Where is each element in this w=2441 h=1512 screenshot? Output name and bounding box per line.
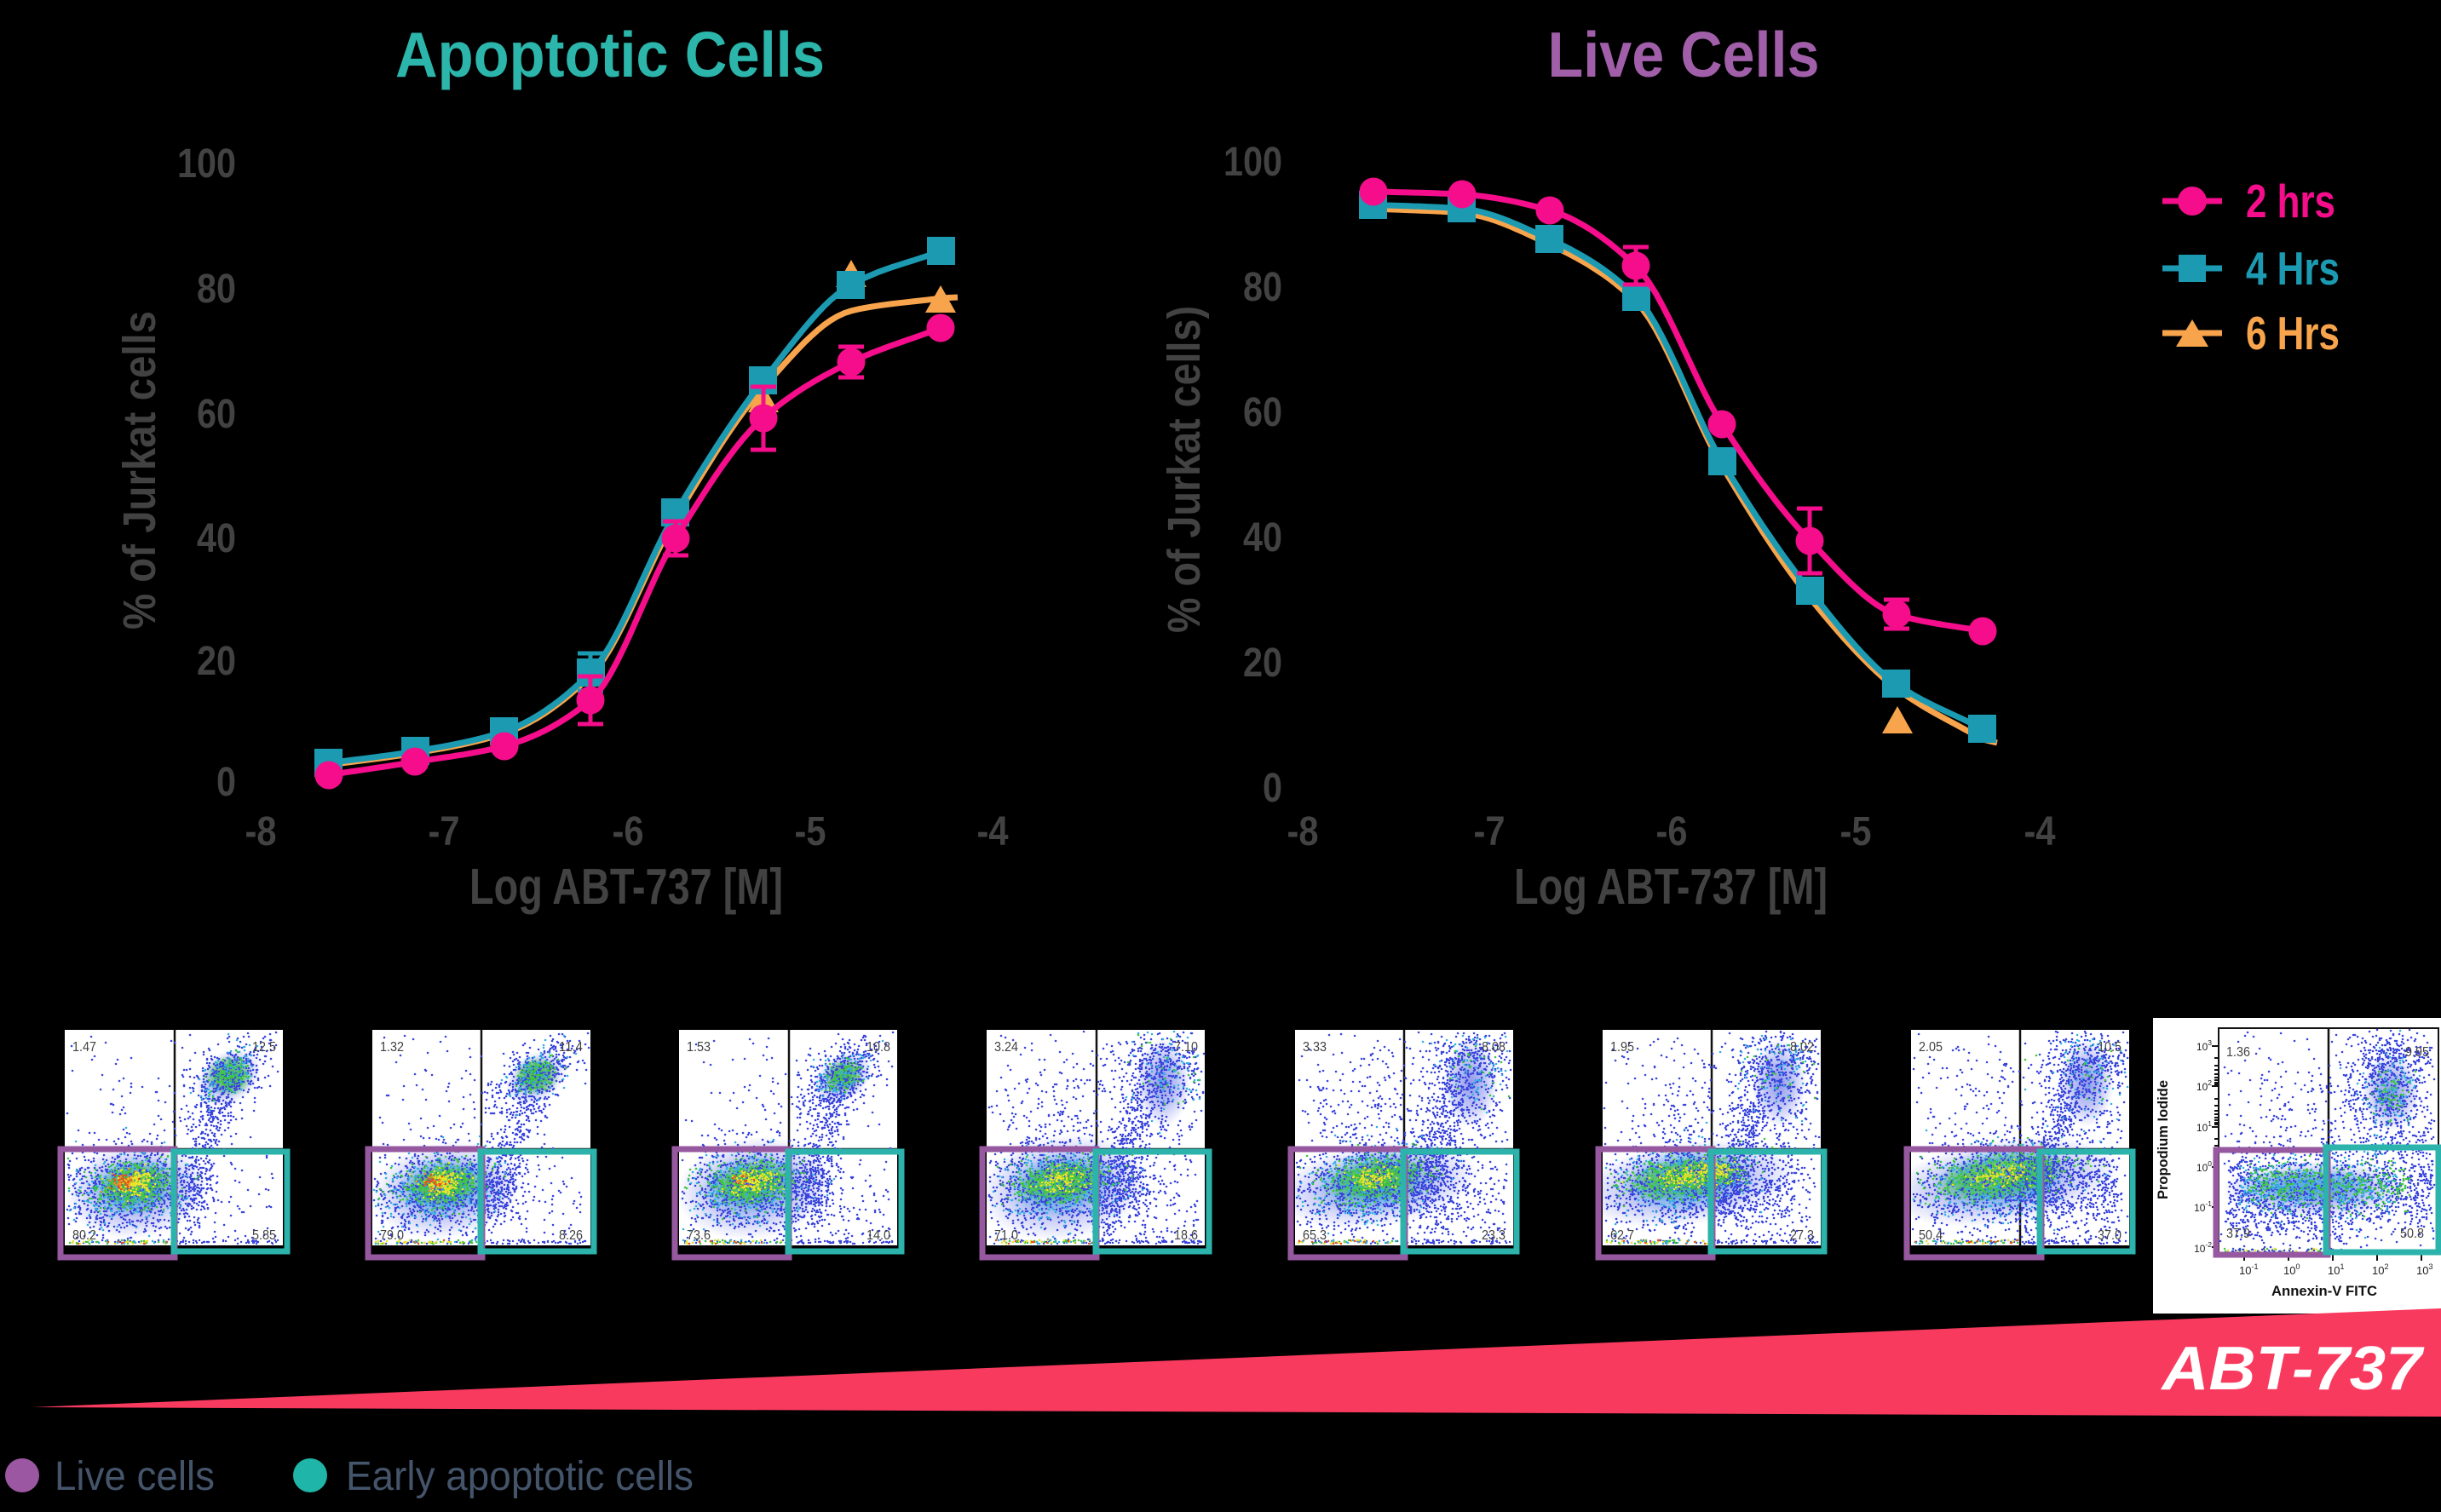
svg-text:7.10: 7.10 <box>1174 1040 1198 1055</box>
svg-text:-6: -6 <box>613 809 644 854</box>
svg-text:Annexin-V FITC: Annexin-V FITC <box>2271 1283 2377 1299</box>
svg-text:5.85: 5.85 <box>252 1228 276 1243</box>
svg-text:-5: -5 <box>1840 809 1872 854</box>
svg-text:20: 20 <box>197 639 236 684</box>
svg-text:80: 80 <box>197 267 236 312</box>
svg-text:10.8: 10.8 <box>866 1040 890 1055</box>
svg-text:40: 40 <box>197 516 236 561</box>
svg-text:2.05: 2.05 <box>1919 1040 1943 1055</box>
svg-text:-4: -4 <box>977 809 1009 854</box>
svg-text:50.8: 50.8 <box>2400 1227 2424 1241</box>
svg-text:60: 60 <box>1243 390 1282 435</box>
svg-text:8.26: 8.26 <box>559 1228 583 1243</box>
svg-text:9.95: 9.95 <box>2405 1045 2429 1060</box>
svg-text:-7: -7 <box>429 809 460 854</box>
svg-text:2 hrs: 2 hrs <box>2246 175 2335 227</box>
svg-text:40: 40 <box>1243 515 1282 561</box>
svg-text:27.3: 27.3 <box>1790 1228 1814 1243</box>
svg-text:1.36: 1.36 <box>2226 1045 2250 1060</box>
svg-text:73.6: 73.6 <box>687 1228 711 1243</box>
svg-text:62.7: 62.7 <box>1610 1228 1634 1243</box>
svg-text:ABT-737: ABT-737 <box>2160 1335 2424 1403</box>
svg-text:79.0: 79.0 <box>380 1228 404 1243</box>
svg-text:1.53: 1.53 <box>687 1040 711 1055</box>
svg-text:1.47: 1.47 <box>72 1040 96 1055</box>
svg-text:-8: -8 <box>245 809 277 854</box>
svg-text:37.0: 37.0 <box>2098 1228 2121 1243</box>
svg-text:0: 0 <box>216 760 236 805</box>
svg-text:3.33: 3.33 <box>1303 1040 1327 1055</box>
svg-text:60: 60 <box>197 392 236 437</box>
svg-text:% of Jurkat cells: % of Jurkat cells <box>114 311 165 630</box>
svg-text:-7: -7 <box>1474 809 1505 854</box>
svg-text:50.4: 50.4 <box>1919 1228 1943 1243</box>
svg-text:18.6: 18.6 <box>1174 1228 1198 1243</box>
svg-text:20: 20 <box>1243 641 1282 686</box>
svg-text:11.4: 11.4 <box>559 1040 583 1055</box>
svg-text:Apoptotic Cells: Apoptotic Cells <box>395 19 825 90</box>
svg-text:% of Jurkat cells): % of Jurkat cells) <box>1159 306 1210 633</box>
svg-text:12.5: 12.5 <box>252 1040 276 1055</box>
svg-text:-6: -6 <box>1656 809 1688 854</box>
svg-text:Live Cells: Live Cells <box>1548 19 1820 90</box>
svg-text:80.2: 80.2 <box>72 1228 96 1243</box>
svg-text:Live cells: Live cells <box>55 1454 215 1499</box>
svg-text:71.0: 71.0 <box>994 1228 1018 1243</box>
svg-text:4 Hrs: 4 Hrs <box>2246 242 2340 295</box>
svg-text:Log ABT-737 [M]: Log ABT-737 [M] <box>1514 859 1828 915</box>
svg-text:Propodium Iodide: Propodium Iodide <box>2155 1080 2171 1199</box>
svg-text:1.32: 1.32 <box>380 1040 404 1055</box>
svg-text:37.9: 37.9 <box>2226 1227 2250 1241</box>
svg-text:-5: -5 <box>795 809 826 854</box>
svg-text:80: 80 <box>1243 265 1282 310</box>
svg-text:14.0: 14.0 <box>866 1228 890 1243</box>
svg-text:Early apoptotic cells: Early apoptotic cells <box>346 1454 694 1499</box>
svg-text:8.02: 8.02 <box>1790 1040 1814 1055</box>
svg-text:-8: -8 <box>1287 809 1319 854</box>
svg-text:10.5: 10.5 <box>2098 1040 2121 1055</box>
svg-text:6 Hrs: 6 Hrs <box>2246 307 2340 359</box>
svg-text:65.3: 65.3 <box>1303 1228 1327 1243</box>
svg-text:Log ABT-737 [M]: Log ABT-737 [M] <box>469 859 783 915</box>
svg-text:8.08: 8.08 <box>1482 1040 1505 1055</box>
svg-text:3.24: 3.24 <box>994 1040 1018 1055</box>
svg-text:100: 100 <box>177 141 236 187</box>
svg-text:100: 100 <box>1223 140 1282 185</box>
svg-text:1.95: 1.95 <box>1610 1040 1634 1055</box>
svg-text:0: 0 <box>1263 766 1282 811</box>
svg-text:23.3: 23.3 <box>1482 1228 1505 1243</box>
svg-text:-4: -4 <box>2024 809 2056 854</box>
